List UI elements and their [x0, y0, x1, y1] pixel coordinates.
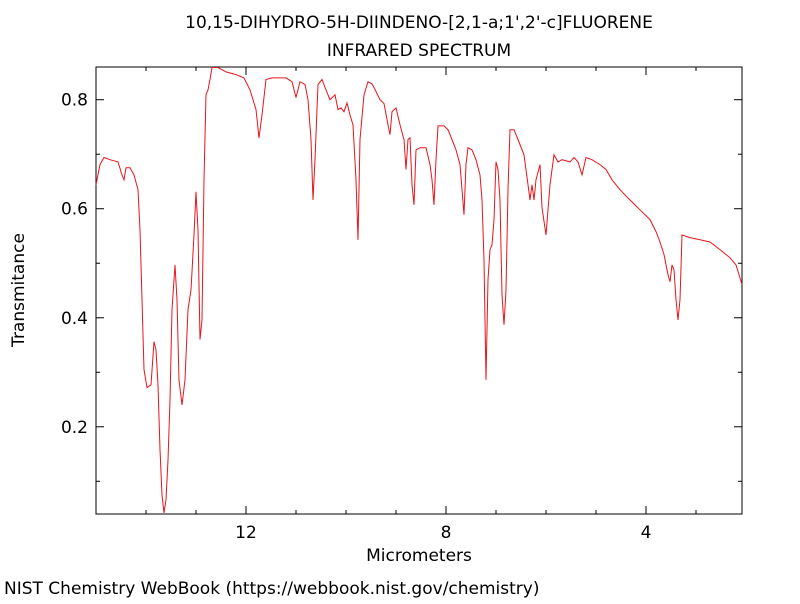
- y-tick-label: 0.4: [61, 309, 88, 329]
- y-tick-label: 0.6: [61, 200, 88, 220]
- x-tick-label: 8: [441, 523, 452, 543]
- spectrum-line: [95, 67, 743, 513]
- chart-subtitle: INFRARED SPECTRUM: [327, 41, 511, 61]
- y-tick-label: 0.2: [61, 418, 88, 438]
- x-axis-label: Micrometers: [366, 546, 472, 566]
- x-tick-label: 4: [641, 523, 652, 543]
- chart-title: 10,15-DIHYDRO-5H-DIINDENO-[2,1-a;1',2'-c…: [185, 13, 653, 33]
- y-tick-label: 0.8: [61, 91, 88, 111]
- plot-frame: [95, 66, 743, 515]
- y-axis-label: Transmitance: [9, 233, 29, 348]
- source-note: NIST Chemistry WebBook (https://webbook.…: [4, 579, 539, 599]
- x-tick-label: 12: [235, 523, 257, 543]
